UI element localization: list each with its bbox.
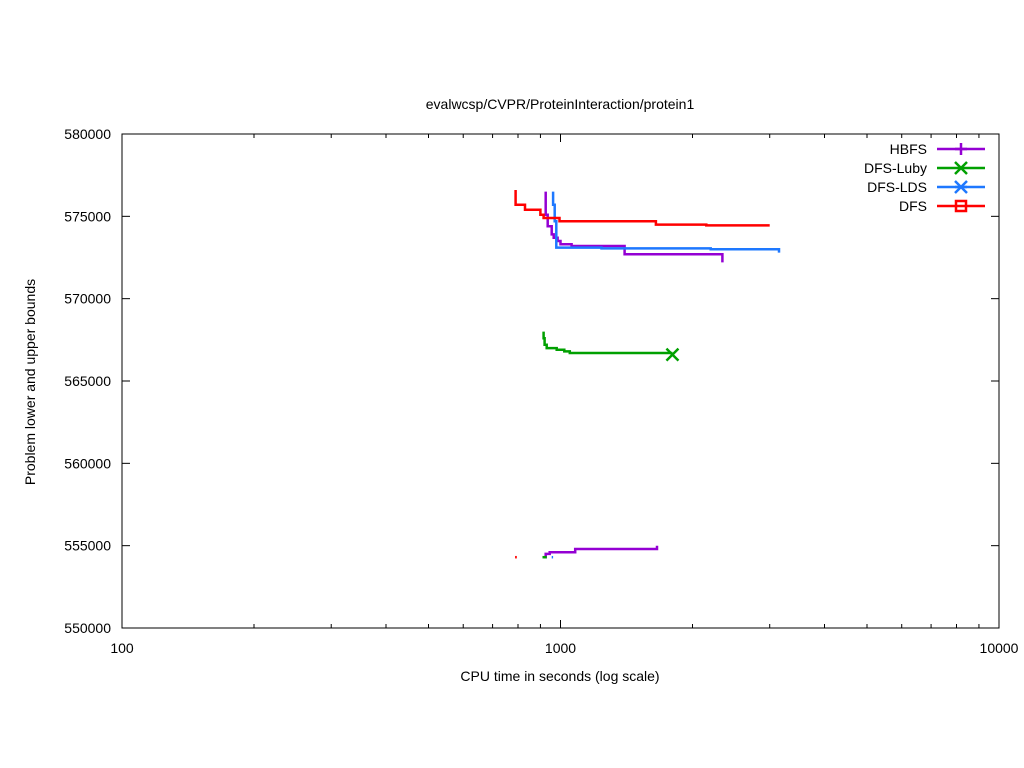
legend-item-dfs-lds: DFS-LDS: [867, 179, 985, 195]
y-tick-label: 570000: [64, 291, 111, 307]
legend-item-hbfs: HBFS: [890, 141, 985, 157]
y-tick-label: 560000: [64, 455, 111, 471]
series-point-dfs-luby-stroke: [665, 347, 680, 362]
legend-label: DFS-LDS: [867, 179, 927, 195]
x-tick-label: 1000: [545, 640, 576, 656]
legend-item-dfs: DFS: [899, 198, 985, 214]
legend-marker-dfs-stroke: [954, 199, 968, 213]
chart-title: evalwcsp/CVPR/ProteinInteraction/protein…: [426, 96, 695, 112]
legend-label: DFS: [899, 198, 927, 214]
legend-marker-dfs-luby-stroke: [954, 161, 968, 175]
x-tick-label: 100: [110, 640, 134, 656]
legend-label: DFS-Luby: [864, 160, 927, 176]
plot-frame: [121, 133, 1000, 629]
legend-marker-hbfs: [955, 143, 967, 155]
y-tick-label: 580000: [64, 126, 111, 142]
series-line-dfs-upper-bound: [514, 190, 770, 227]
series-line-hbfs-lower-bound: [544, 545, 659, 559]
legend-marker-dfs: [954, 199, 968, 213]
series-line-hbfs-upper-bound: [544, 191, 724, 263]
legend-item-dfs-luby: DFS-Luby: [864, 160, 985, 176]
plot-border: [121, 133, 1000, 629]
legend-marker-dfs-lds-stroke: [954, 180, 968, 194]
y-tick-label: 565000: [64, 373, 111, 389]
x-tick-label: 10000: [980, 640, 1019, 656]
series-line-dfs-lds-upper-bound: [551, 191, 781, 253]
y-tick-label: 550000: [64, 620, 111, 636]
y-tick-label: 575000: [64, 208, 111, 224]
y-axis-label: Problem lower and upper bounds: [22, 279, 38, 485]
series-dfs-lds: [551, 191, 781, 559]
legend-marker-dfs-lds: [954, 180, 968, 194]
x-axis-label: CPU time in seconds (log scale): [460, 668, 659, 684]
y-tick-label: 555000: [64, 538, 111, 554]
x-axis: 100 1000 10000: [110, 134, 1019, 656]
legend-label: HBFS: [890, 141, 927, 157]
series-line-dfs-luby-upper-bound: [542, 331, 673, 355]
series-dfs-luby: [542, 331, 680, 559]
legend: HBFS DFS-Luby DFS-LDS DFS: [864, 141, 985, 214]
series-dfs: [514, 190, 770, 559]
y-axis: 550000 555000 560000 565000 570000 575000 5800…: [64, 126, 999, 636]
series-layer: [514, 190, 781, 559]
series-point-dfs-luby: [665, 347, 680, 362]
legend-marker-dfs-luby: [954, 161, 968, 175]
